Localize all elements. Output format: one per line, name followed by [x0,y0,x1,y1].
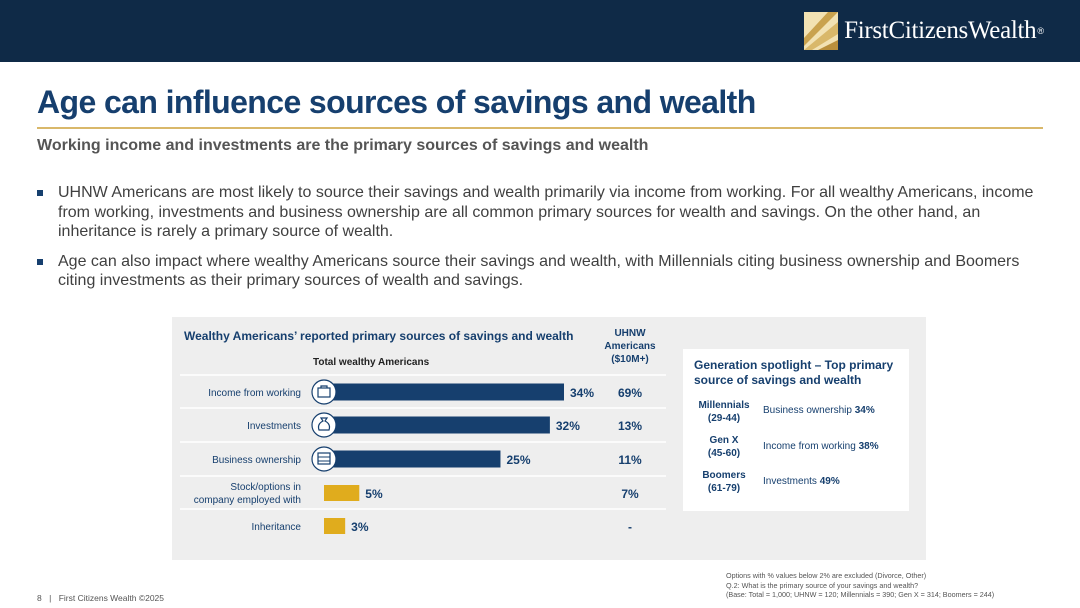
generation-ages: (45-60) [707,448,741,459]
spotlight-source: Business ownership 34% [763,405,875,416]
uhnw-value: 13% [618,419,642,433]
icon-circle [311,379,337,405]
spotlight-source: Investments 49% [763,476,840,487]
chart-series-label: Total wealthy Americans [313,357,430,368]
header-bar: FirstCitizensWealth ® [0,0,1080,62]
footnote: (Base: Total = 1,000; UHNW = 120; Millen… [726,590,995,600]
value-label: 5% [365,487,383,501]
category-label-line: Inheritance [252,522,302,533]
footer: 8 | First Citizens Wealth ©2025 [37,593,164,603]
source-name: Income from working [763,441,856,452]
page-title: Age can influence sources of savings and… [37,84,756,120]
category-label-line: Income from working [208,388,301,399]
bullet-item: UHNW Americans are most likely to source… [37,183,1047,242]
bullet-marker [37,258,43,265]
bullet-text: UHNW Americans are most likely to source… [58,184,1034,240]
uhnw-value: 7% [621,487,639,501]
generation-name: Boomers [702,470,746,481]
footnotes: Options with % values below 2% are exclu… [726,571,1076,600]
footer-separator: | [49,593,52,603]
uhnw-header-line: UHNW [614,328,646,339]
spotlight-generation: Gen X (45-60) [689,434,759,460]
category-label-line: Business ownership [212,455,301,466]
briefcase-icon [317,387,331,398]
source-name: Investments [763,476,817,487]
category-label: Business ownership [212,455,301,466]
footnote: Options with % values below 2% are exclu… [726,571,927,580]
category-label-line: company employed with [194,495,301,506]
value-label: 25% [506,453,530,467]
title-divider [37,127,1043,129]
logo-mark-icon [804,12,839,50]
bar [324,518,346,534]
value-label: 32% [556,419,580,433]
bullet-list: UHNW Americans are most likely to source… [37,183,1047,301]
uhnw-header-line: Americans [604,341,656,352]
footer-copyright: First Citizens Wealth ©2025 [58,593,165,603]
value-label: 34% [570,386,594,400]
business-building-icon [317,452,331,465]
spotlight-generation: Millennials (29-44) [689,399,759,425]
generation-ages: (61-79) [707,483,741,494]
bar [324,450,501,468]
source-name: Business ownership [763,405,852,416]
source-pct: 38% [858,441,879,452]
category-label-line: Stock/options in [230,482,301,493]
category-label: Stock/options in company employed with [194,482,301,506]
chart-title: Wealthy Americans’ reported primary sour… [184,329,574,343]
money-bag-icon [317,417,331,431]
uhnw-value: 69% [618,386,642,400]
spotlight-generation: Boomers (61-79) [689,469,759,495]
generation-ages: (29-44) [707,413,741,424]
page-number: 8 [37,593,42,603]
briefcase-handle [320,385,328,388]
source-pct: 34% [854,405,875,416]
source-pct: 49% [819,476,840,487]
icon-circle [311,412,337,438]
bar-chart: Income from working 34% 69% Investments 32% 1… [180,374,666,534]
bar [324,383,564,401]
brand-logo[interactable]: FirstCitizensWealth ® [804,12,1044,50]
uhnw-value: 11% [618,453,642,467]
value-label: 3% [351,520,369,534]
bullet-marker [37,190,43,196]
uhnw-column-header: UHNW Americans ($10M+) [598,327,662,366]
bullet-text: Age can also impact where wealthy Americ… [58,252,1020,290]
page-subtitle: Working income and investments are the p… [37,137,649,154]
generation-name: Gen X [709,435,739,446]
category-label: Inheritance [252,522,302,533]
generation-name: Millennials [698,400,750,411]
bullet-item: Age can also impact where wealthy Americ… [37,252,1047,291]
uhnw-value: - [628,520,632,534]
icon-circle [311,446,337,472]
bar [324,416,550,434]
spotlight-source: Income from working 38% [763,441,879,452]
registered-mark: ® [1037,26,1044,36]
bar [324,485,360,501]
category-label: Investments [247,421,301,432]
brand-name: FirstCitizensWealth [844,17,1037,44]
generation-spotlight-box [683,349,909,511]
category-label: Income from working [208,388,301,399]
footnote: Q.2: What is the primary source of your … [726,580,919,590]
category-label-line: Investments [247,421,301,432]
spotlight-title: Generation spotlight – Top primary sourc… [694,358,894,387]
uhnw-header-line: ($10M+) [611,354,649,365]
